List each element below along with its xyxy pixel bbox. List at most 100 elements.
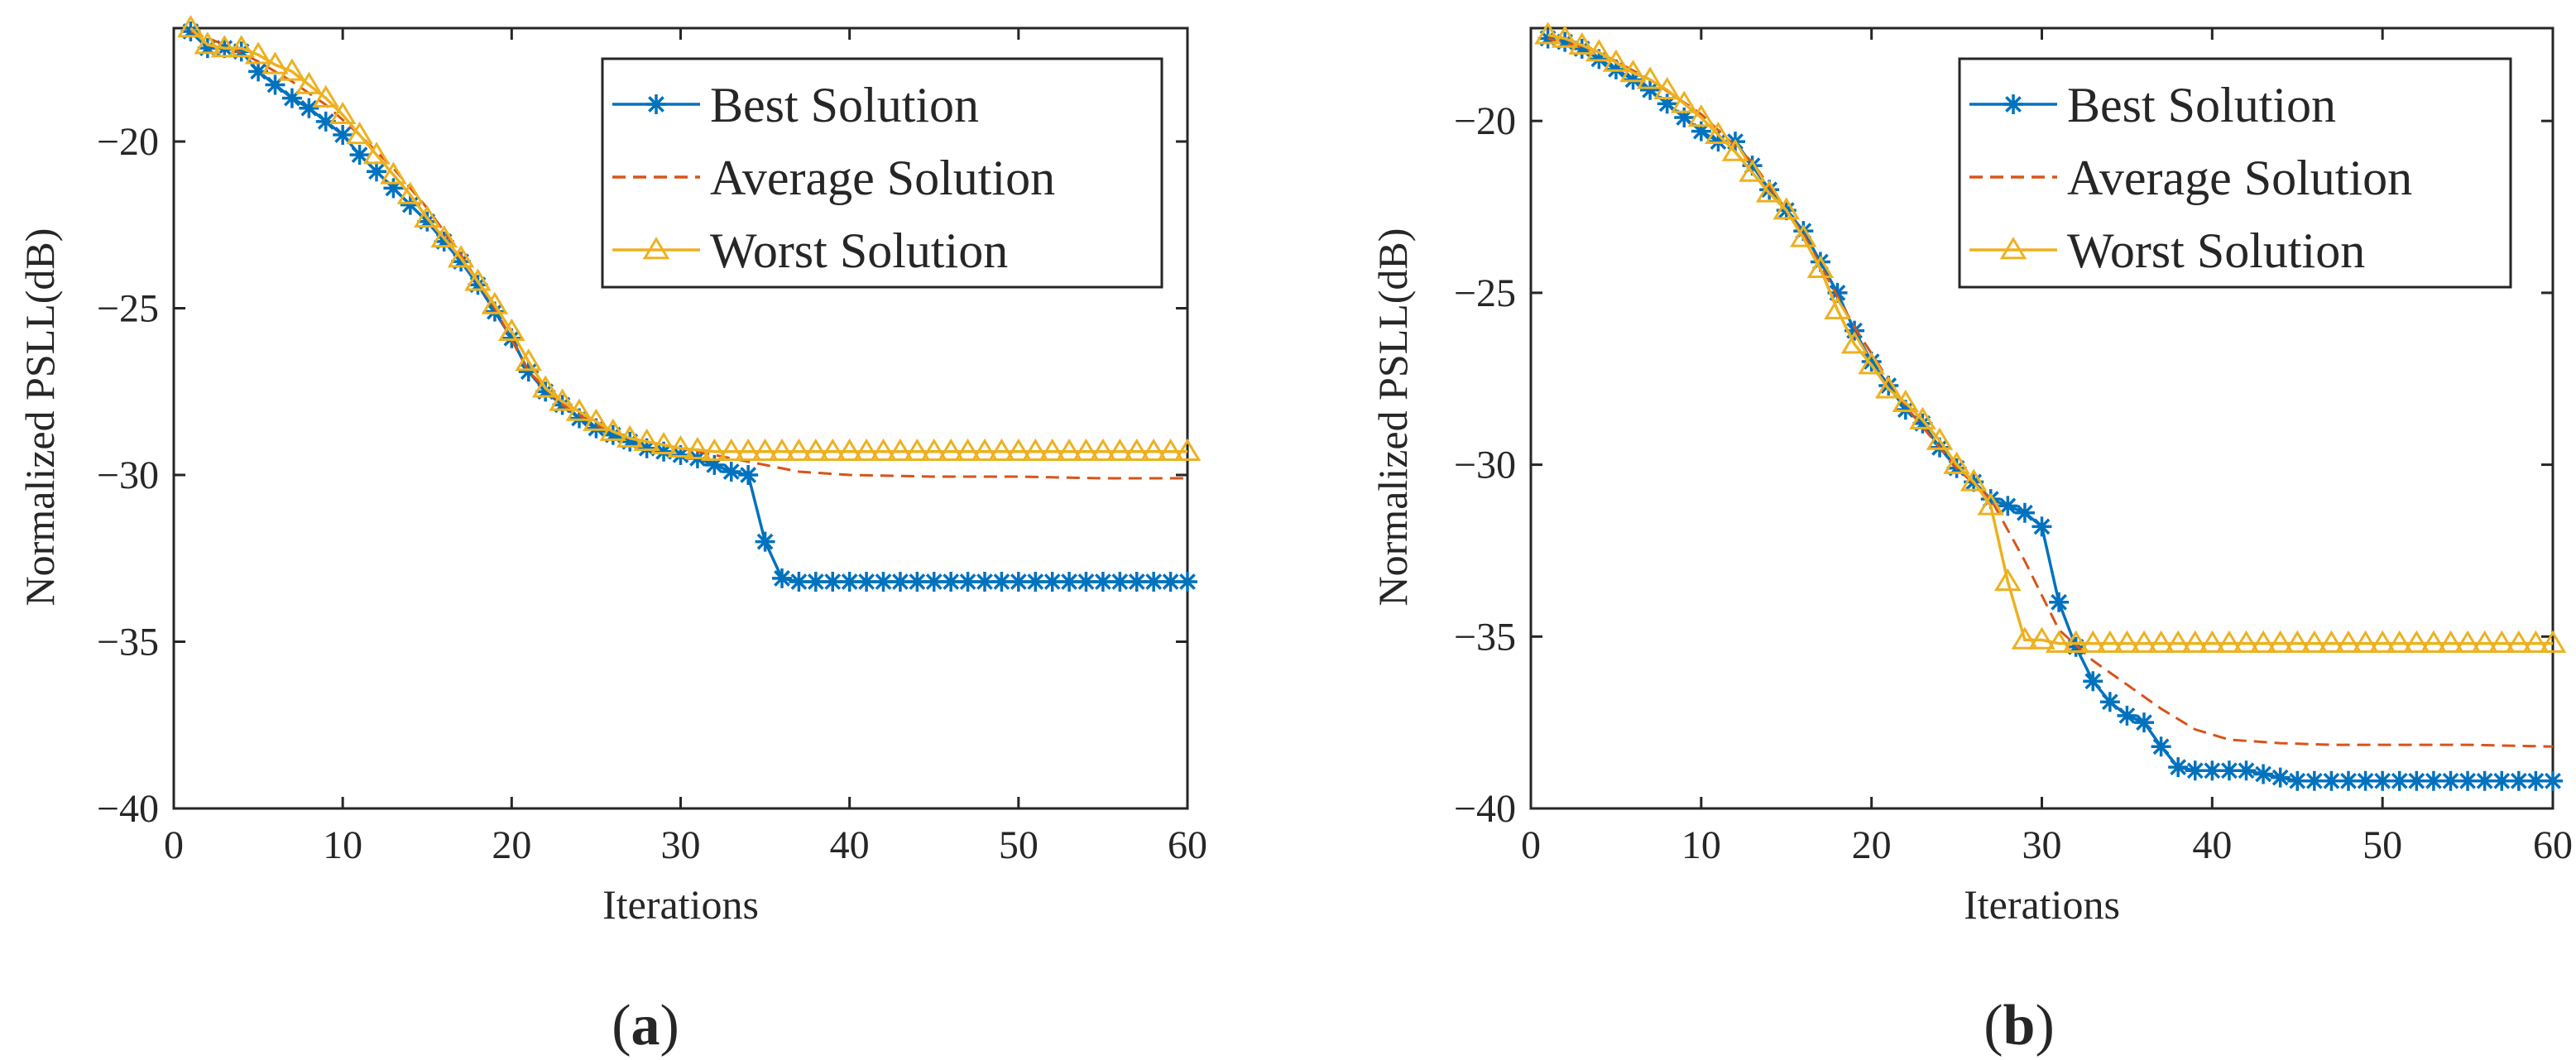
data-point-best bbox=[349, 145, 370, 165]
data-point-best bbox=[2287, 770, 2308, 791]
data-point-best bbox=[2355, 770, 2376, 791]
data-point-best bbox=[2508, 770, 2529, 791]
series-average bbox=[189, 30, 1187, 480]
data-point-worst bbox=[2505, 630, 2533, 653]
data-point-worst bbox=[802, 438, 830, 462]
y-tick-label: −40 bbox=[97, 787, 159, 831]
data-point-worst bbox=[971, 438, 999, 462]
data-point-worst bbox=[1790, 224, 1817, 247]
series-line-worst bbox=[189, 26, 1187, 453]
x-tick-label: 20 bbox=[1852, 823, 1892, 867]
data-point-best bbox=[1657, 94, 1677, 114]
data-point-worst bbox=[2368, 630, 2396, 653]
data-point-best bbox=[721, 461, 741, 482]
data-point-best bbox=[2065, 636, 2086, 657]
data-point-best bbox=[620, 431, 640, 452]
data-point-best bbox=[957, 571, 978, 592]
data-point-best bbox=[281, 88, 302, 108]
data-point-best bbox=[704, 454, 725, 475]
data-point-best bbox=[805, 571, 826, 592]
data-point-worst bbox=[498, 318, 525, 341]
data-point-worst bbox=[2130, 630, 2158, 653]
data-point-worst bbox=[1943, 451, 1970, 474]
data-point-best bbox=[975, 571, 995, 592]
data-point-worst bbox=[785, 438, 813, 462]
data-point-worst bbox=[1840, 331, 1868, 354]
data-point-worst bbox=[2181, 630, 2209, 653]
data-point-best bbox=[484, 301, 505, 322]
data-point-worst bbox=[2539, 630, 2567, 653]
data-point-worst bbox=[886, 438, 914, 462]
data-point-worst bbox=[2079, 630, 2107, 653]
data-point-worst bbox=[1994, 568, 2022, 592]
data-point-worst bbox=[599, 418, 627, 441]
data-point-worst bbox=[1858, 352, 1885, 375]
y-tick-label: −40 bbox=[1454, 787, 1516, 831]
data-point-best bbox=[383, 178, 404, 199]
data-point-best bbox=[2253, 764, 2274, 784]
x-tick-label: 20 bbox=[492, 823, 531, 867]
data-point-worst bbox=[1551, 25, 1579, 48]
data-point-worst bbox=[1039, 438, 1066, 462]
data-point-worst bbox=[2283, 630, 2311, 653]
panel-label: (b) bbox=[1984, 994, 2055, 1058]
x-tick-label: 40 bbox=[830, 823, 870, 867]
data-point-worst bbox=[1687, 104, 1715, 127]
data-point-worst bbox=[380, 161, 407, 185]
chart-panel-a: 0 10 20 30 40 50 60 −20 −25 −30 −35 −40 Iterations No… bbox=[17, 15, 1207, 1058]
legend: Best Solution Average Solution Worst Solut… bbox=[1958, 57, 2512, 289]
data-point-worst bbox=[177, 15, 204, 38]
data-point-best bbox=[468, 275, 488, 295]
data-point-best bbox=[2099, 692, 2120, 712]
data-point-best bbox=[789, 571, 809, 592]
data-point-worst bbox=[2215, 630, 2243, 653]
data-point-worst bbox=[515, 348, 543, 372]
data-point-worst bbox=[396, 181, 425, 204]
data-point-best bbox=[1555, 31, 1576, 52]
data-point-worst bbox=[244, 41, 272, 65]
data-point-best bbox=[2406, 770, 2427, 791]
data-point-best bbox=[602, 424, 623, 445]
data-point-worst bbox=[2300, 630, 2329, 653]
data-point-best bbox=[839, 571, 860, 592]
y-tick-label: −30 bbox=[1454, 444, 1516, 487]
data-point-worst bbox=[2522, 630, 2550, 653]
data-point-best bbox=[2049, 592, 2070, 612]
data-point-best bbox=[2372, 770, 2393, 791]
y-tick-label: −35 bbox=[97, 621, 159, 664]
data-point-worst bbox=[1755, 180, 1783, 203]
x-tick-label: 30 bbox=[661, 823, 701, 867]
y-tick-label: −25 bbox=[97, 287, 159, 331]
data-point-worst bbox=[1653, 76, 1681, 100]
x-tick-label: 40 bbox=[2192, 823, 2232, 867]
data-point-worst bbox=[2164, 630, 2192, 653]
data-point-best bbox=[654, 441, 674, 462]
data-point-worst bbox=[1824, 296, 1851, 319]
x-axis-label: Iterations bbox=[602, 881, 759, 928]
data-point-worst bbox=[2437, 630, 2464, 653]
data-point-best bbox=[417, 211, 438, 232]
y-axis-label: Normalized PSLL(dB) bbox=[17, 228, 63, 607]
data-point-worst bbox=[768, 438, 796, 462]
data-point-worst bbox=[1055, 438, 1083, 462]
data-point-best bbox=[873, 571, 894, 592]
y-tick-label: −20 bbox=[97, 120, 159, 164]
panel-label: (a) bbox=[612, 994, 679, 1058]
data-point-worst bbox=[362, 141, 391, 165]
data-point-best bbox=[923, 571, 944, 592]
data-point-worst bbox=[1772, 197, 1801, 220]
data-point-best bbox=[1537, 28, 1558, 49]
x-axis-label: Iterations bbox=[1964, 881, 2120, 928]
data-point-best bbox=[1912, 413, 1933, 434]
data-point-best bbox=[231, 41, 252, 62]
data-point-best bbox=[1092, 571, 1113, 592]
data-point-worst bbox=[2420, 630, 2448, 653]
data-point-best bbox=[2304, 770, 2324, 791]
data-point-worst bbox=[954, 438, 981, 462]
data-point-worst bbox=[2062, 630, 2089, 653]
data-point-worst bbox=[1157, 438, 1184, 462]
data-point-worst bbox=[818, 438, 847, 462]
data-point-worst bbox=[413, 204, 441, 228]
data-point-worst bbox=[633, 428, 660, 451]
